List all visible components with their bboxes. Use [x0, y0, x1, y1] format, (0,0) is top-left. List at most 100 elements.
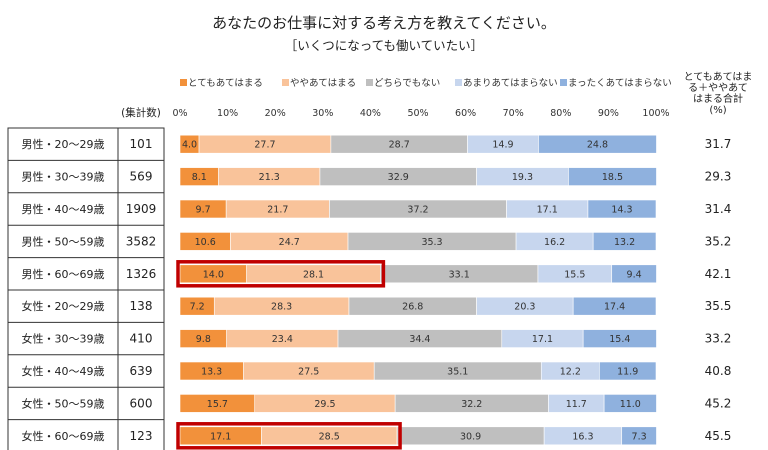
bar-segment — [592, 232, 657, 251]
category-label: 女性・30～39歳 — [22, 332, 105, 346]
chart-subtitle: ［いくつになっても働いていたい］ — [284, 38, 484, 53]
bar-value-label: 15.5 — [564, 269, 585, 280]
bar-segment — [572, 296, 657, 316]
bar-value-label: 17.4 — [604, 302, 625, 313]
bar-segment — [587, 199, 657, 219]
count-value: 138 — [130, 299, 153, 313]
bar-value-label: 30.9 — [460, 431, 481, 442]
total-value: 35.2 — [705, 234, 732, 248]
total-header-line: (%) — [709, 105, 726, 116]
bar-segment — [538, 134, 657, 154]
x-tick-label: 20% — [265, 108, 286, 119]
count-value: 1326 — [126, 267, 157, 281]
total-value: 42.1 — [705, 267, 732, 281]
total-value: 45.5 — [705, 429, 732, 443]
bar-segment — [603, 394, 657, 413]
bar-value-label: 17.1 — [537, 205, 558, 216]
legend-label: ややあてはまる — [290, 78, 356, 89]
count-value: 123 — [130, 429, 153, 443]
category-label: 男性・20～29歳 — [22, 137, 105, 151]
bar-value-label: 14.3 — [611, 205, 632, 216]
bar-value-label: 12.2 — [560, 367, 581, 378]
bar-value-label: 26.8 — [402, 302, 423, 313]
category-label: 男性・50～59歳 — [22, 234, 105, 248]
bar-value-label: 18.5 — [602, 172, 623, 183]
count-value: 410 — [130, 332, 153, 346]
count-value: 1909 — [126, 202, 157, 216]
bar-value-label: 27.7 — [254, 140, 275, 151]
bar-value-label: 11.7 — [566, 399, 587, 410]
bar-value-label: 28.1 — [303, 269, 324, 280]
data-table: (集計数) 男性・20～29歳 101 男性・30～39歳 569 男性・40～49歳 19… — [7, 71, 753, 450]
count-value: 639 — [130, 364, 153, 378]
category-label: 女性・50～59歳 — [22, 396, 105, 410]
bar-value-label: 21.3 — [259, 172, 280, 183]
chart-title: あなたのお仕事に対する考え方を教えてください。 — [212, 14, 556, 32]
bar-value-label: 9.4 — [627, 269, 642, 280]
x-axis-ticks: 0% 10% 20% 30% 40% 50% 60% 70% 80% 90% 100% — [172, 108, 669, 119]
x-tick-label: 80% — [550, 108, 571, 119]
total-value: 29.3 — [705, 170, 732, 184]
total-value: 40.8 — [705, 364, 732, 378]
bar-value-label: 14.0 — [203, 269, 224, 280]
total-header-line: る＋ややあて — [688, 82, 748, 94]
x-tick-label: 50% — [407, 108, 428, 119]
x-tick-label: 40% — [360, 108, 381, 119]
x-tick-label: 10% — [217, 108, 238, 119]
bar-value-label: 35.3 — [421, 237, 442, 248]
legend-label: どちらでもない — [374, 78, 440, 89]
count-value: 569 — [130, 170, 153, 184]
legend-swatch — [282, 79, 289, 86]
legend-label: とてもあてはまる — [188, 78, 263, 89]
bar-value-label: 24.7 — [279, 237, 300, 248]
x-tick-label: 30% — [312, 108, 333, 119]
bar-value-label: 24.8 — [587, 140, 608, 151]
total-value: 35.5 — [705, 299, 732, 313]
category-label: 男性・30～39歳 — [22, 170, 105, 184]
legend-swatch — [455, 79, 462, 86]
count-header: (集計数) — [121, 106, 161, 119]
bar-value-label: 9.8 — [196, 334, 211, 345]
total-header-line: とてもあてはま — [684, 71, 753, 83]
bar-value-label: 28.7 — [389, 140, 410, 151]
bar-value-label: 7.2 — [190, 302, 205, 313]
bar-value-label: 33.1 — [449, 269, 470, 280]
bar-value-label: 11.9 — [617, 367, 638, 378]
total-value: 33.2 — [705, 332, 732, 346]
highlight-box — [176, 260, 386, 288]
x-tick-label: 100% — [642, 108, 669, 119]
category-label: 女性・40～49歳 — [22, 364, 105, 378]
bar-value-label: 16.2 — [544, 237, 565, 248]
legend: とてもあてはまる ややあてはまる どちらでもない あまりあてはまらない まったくあてはま… — [180, 78, 672, 89]
bar-value-label: 17.1 — [532, 334, 553, 345]
bar-value-label: 7.3 — [632, 431, 647, 442]
bar-value-label: 10.6 — [195, 237, 216, 248]
bar-value-label: 17.1 — [210, 431, 231, 442]
legend-label: まったくあてはまらない — [568, 78, 672, 89]
bar-segment — [599, 361, 657, 381]
bar-value-label: 37.2 — [407, 205, 428, 216]
bar-area: 4.0 27.7 28.7 14.9 24.8 8.1 21.3 32.9 19.3 18.5 9.… — [176, 134, 657, 450]
bar-segment — [621, 426, 657, 446]
x-tick-label: 90% — [598, 108, 619, 119]
bar-value-label: 29.5 — [314, 399, 335, 410]
x-tick-label: 60% — [455, 108, 476, 119]
bar-value-label: 20.3 — [514, 302, 535, 313]
bar-value-label: 32.2 — [461, 399, 482, 410]
bar-value-label: 28.3 — [271, 302, 292, 313]
bar-value-label: 34.4 — [409, 334, 430, 345]
count-value: 600 — [130, 396, 153, 410]
bar-value-label: 15.7 — [207, 399, 228, 410]
bar-value-label: 28.5 — [319, 431, 340, 442]
bar-segment — [568, 167, 657, 186]
x-tick-label: 0% — [172, 108, 187, 119]
legend-label: あまりあてはまらない — [463, 78, 558, 89]
bar-segment — [611, 264, 657, 284]
count-value: 3582 — [126, 234, 157, 248]
legend-swatch — [560, 79, 567, 86]
highlight-box — [176, 422, 402, 450]
count-value: 101 — [130, 137, 153, 151]
total-value: 31.7 — [705, 137, 732, 151]
category-label: 男性・60～69歳 — [22, 267, 105, 281]
